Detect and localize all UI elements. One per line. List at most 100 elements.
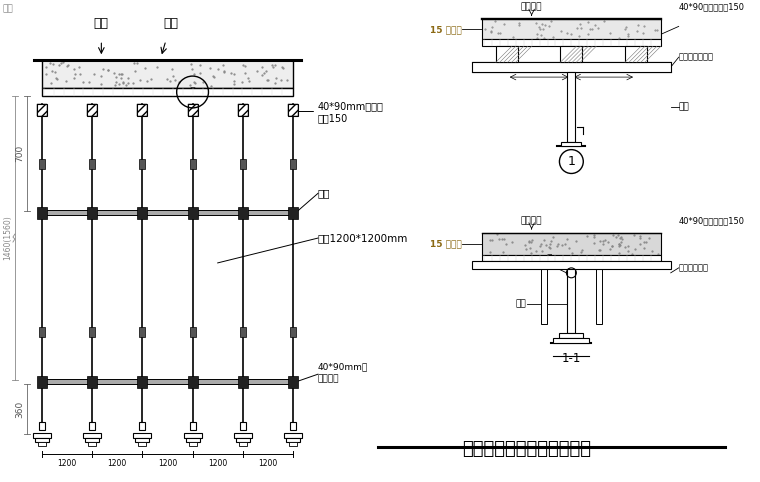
Bar <box>36 207 46 219</box>
Bar <box>496 46 518 62</box>
Bar <box>33 433 51 438</box>
Bar <box>87 104 97 116</box>
Bar <box>472 261 671 269</box>
Text: 700: 700 <box>15 145 24 162</box>
Text: 15 厚模板: 15 厚模板 <box>430 25 462 34</box>
Bar <box>288 104 298 116</box>
Bar <box>482 233 660 255</box>
Bar <box>138 442 146 446</box>
Bar <box>562 142 581 146</box>
Bar <box>238 104 248 116</box>
Bar <box>239 442 247 446</box>
Bar <box>559 334 583 338</box>
Bar <box>236 438 250 442</box>
Bar <box>36 104 46 116</box>
Bar <box>83 433 101 438</box>
Bar <box>36 104 46 116</box>
Bar <box>482 40 660 46</box>
Bar <box>189 159 195 169</box>
Bar <box>188 442 197 446</box>
Bar <box>42 60 293 88</box>
Text: 40*90木方，距距150: 40*90木方，距距150 <box>679 216 745 225</box>
Bar <box>39 327 45 337</box>
Bar <box>87 104 97 116</box>
Bar <box>42 210 293 215</box>
Text: 立杆: 立杆 <box>679 102 689 111</box>
Bar <box>289 442 297 446</box>
Text: 1200: 1200 <box>57 459 77 468</box>
Bar <box>88 442 96 446</box>
Text: 埴: 埴 <box>546 254 552 263</box>
Text: 15 厚模板: 15 厚模板 <box>430 240 462 249</box>
Bar <box>184 433 201 438</box>
Text: 主体楼板模板支设构造详图: 主体楼板模板支设构造详图 <box>462 440 591 458</box>
Bar <box>540 269 546 323</box>
Bar <box>240 422 245 430</box>
Bar <box>568 269 575 334</box>
Bar <box>135 438 149 442</box>
Bar <box>288 104 298 116</box>
Bar <box>625 46 647 62</box>
Bar <box>36 376 46 388</box>
Bar <box>39 422 45 430</box>
Bar <box>287 438 300 442</box>
Text: 1: 1 <box>568 155 575 168</box>
Text: 立杆: 立杆 <box>516 299 527 308</box>
Bar <box>89 422 95 430</box>
Text: 顶蔟杆（双钎管: 顶蔟杆（双钎管 <box>679 53 714 62</box>
Bar <box>290 159 296 169</box>
Text: 混凝淡板: 混凝淡板 <box>521 216 543 225</box>
Bar <box>139 159 145 169</box>
Bar <box>38 442 46 446</box>
Text: 40*90木方，间距150: 40*90木方，间距150 <box>679 2 745 12</box>
Bar <box>240 327 245 337</box>
Bar <box>133 433 151 438</box>
Text: 品乐: 品乐 <box>3 4 14 13</box>
Text: 横杆: 横杆 <box>318 188 331 199</box>
Bar <box>188 207 198 219</box>
Text: 1200: 1200 <box>258 459 277 468</box>
Bar <box>189 327 195 337</box>
Text: 40*90mm木方，: 40*90mm木方， <box>318 101 384 111</box>
Bar <box>238 104 248 116</box>
Bar <box>238 207 248 219</box>
Bar <box>553 338 589 343</box>
Bar <box>89 327 95 337</box>
Bar <box>234 433 252 438</box>
Bar <box>560 46 582 62</box>
Bar <box>482 19 660 40</box>
Bar <box>139 327 145 337</box>
Bar <box>288 376 298 388</box>
Bar <box>39 159 45 169</box>
Text: 间距150: 间距150 <box>318 113 348 123</box>
Bar <box>496 46 518 62</box>
Bar <box>568 72 575 142</box>
Bar <box>482 255 660 261</box>
Bar <box>89 159 95 169</box>
Bar <box>472 62 671 72</box>
Bar <box>188 376 198 388</box>
Text: 模板: 模板 <box>163 17 179 30</box>
Bar <box>188 104 198 116</box>
Text: 1-1: 1-1 <box>562 352 581 365</box>
Text: 连次木方: 连次木方 <box>318 375 340 384</box>
Bar <box>138 104 147 116</box>
Bar <box>138 376 147 388</box>
Bar <box>87 207 97 219</box>
Text: ①: ① <box>188 87 198 97</box>
Bar <box>238 376 248 388</box>
Text: 360: 360 <box>15 401 24 417</box>
Text: 1200: 1200 <box>208 459 227 468</box>
Bar <box>288 207 298 219</box>
Bar <box>139 422 145 430</box>
Bar <box>35 438 49 442</box>
Bar <box>625 46 647 62</box>
Bar <box>189 422 195 430</box>
Bar <box>138 104 147 116</box>
Bar <box>42 379 293 384</box>
Text: 1200: 1200 <box>158 459 177 468</box>
Bar <box>240 159 245 169</box>
Bar <box>284 433 302 438</box>
Bar <box>185 438 200 442</box>
Text: 楼板: 楼板 <box>93 17 109 30</box>
